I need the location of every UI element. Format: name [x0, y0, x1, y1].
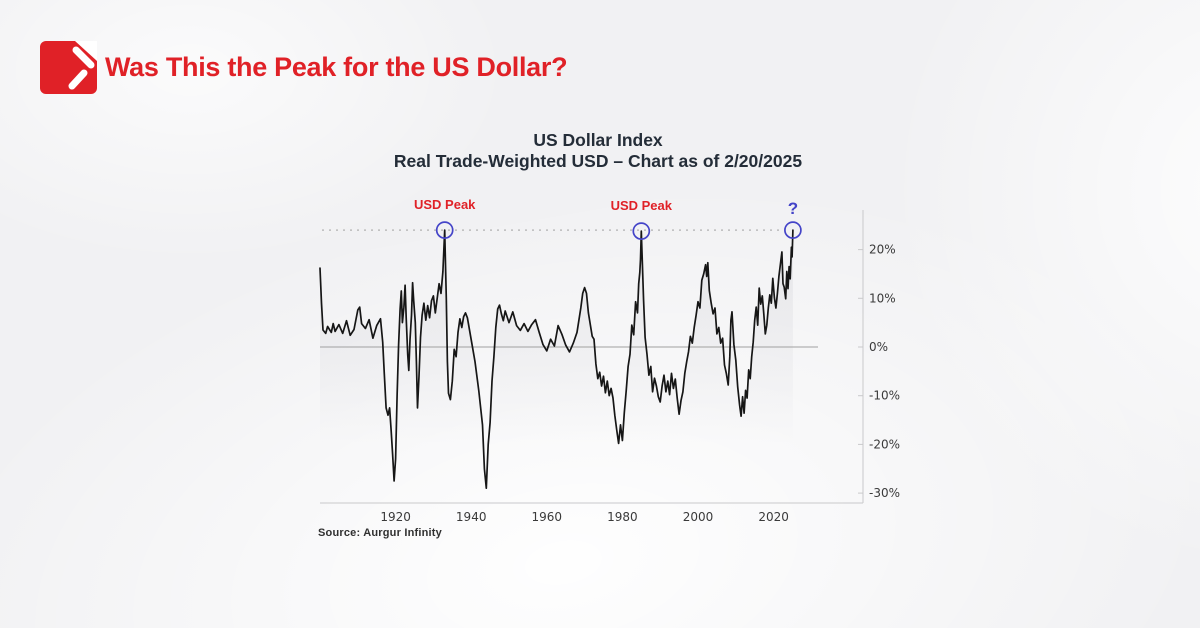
- y-axis-labels: 20% 10% 0% -10% -20% -30%: [858, 243, 900, 500]
- y-tick-label: 20%: [869, 243, 896, 257]
- question-annotation: ?: [788, 199, 798, 218]
- chart-annotations: USD Peak USD Peak?: [414, 197, 802, 240]
- y-tick-label: 10%: [869, 291, 896, 305]
- series-area-fill: [320, 230, 793, 503]
- x-tick-label: 1960: [532, 510, 563, 524]
- source-note: Source: Aurgur Infinity: [318, 527, 442, 539]
- y-tick-label: -10%: [869, 389, 900, 403]
- y-tick-label: 0%: [869, 340, 888, 354]
- usd-peak-annotation: USD Peak: [414, 197, 476, 212]
- x-tick-label: 1980: [607, 510, 638, 524]
- usd-peak-annotation: USD Peak: [611, 198, 673, 213]
- x-tick-label: 1920: [380, 510, 411, 524]
- x-tick-label: 1940: [456, 510, 487, 524]
- y-tick-label: -30%: [869, 486, 900, 500]
- x-tick-label: 2000: [683, 510, 714, 524]
- x-axis-labels: 1920 1940 1960 1980 2000 2020: [380, 510, 789, 524]
- x-tick-label: 2020: [758, 510, 789, 524]
- y-tick-label: -20%: [869, 437, 900, 451]
